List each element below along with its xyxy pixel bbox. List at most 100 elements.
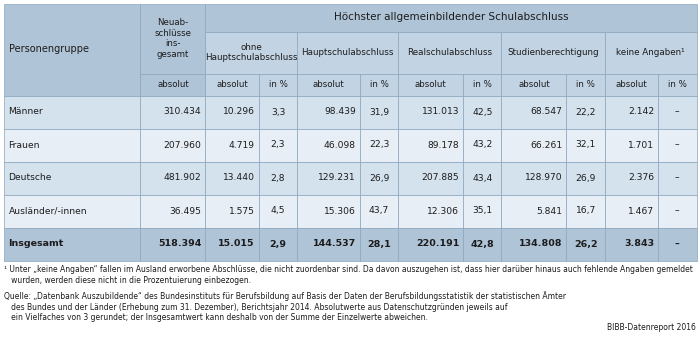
Bar: [4, 95, 141, 129]
Text: 43,2: 43,2: [472, 140, 493, 149]
Bar: [4, 129, 141, 162]
Bar: [206, 95, 259, 129]
Text: absolut: absolut: [313, 80, 344, 89]
Bar: [463, 129, 501, 162]
Bar: [298, 195, 360, 228]
Text: 2.376: 2.376: [628, 173, 654, 182]
Bar: [658, 95, 696, 129]
Bar: [298, 162, 360, 195]
Text: 1.575: 1.575: [229, 206, 255, 215]
Bar: [360, 162, 398, 195]
Text: 16,7: 16,7: [575, 206, 596, 215]
Bar: [501, 74, 566, 95]
Bar: [566, 95, 605, 129]
Text: absolut: absolut: [216, 80, 248, 89]
Text: 31,9: 31,9: [369, 107, 389, 117]
Text: 98.439: 98.439: [324, 107, 356, 117]
Text: 68.547: 68.547: [531, 107, 563, 117]
Bar: [360, 129, 398, 162]
Bar: [398, 95, 463, 129]
Text: 129.231: 129.231: [318, 173, 356, 182]
Bar: [206, 4, 696, 32]
Bar: [605, 74, 658, 95]
Bar: [141, 129, 206, 162]
Bar: [259, 162, 298, 195]
Text: 43,7: 43,7: [369, 206, 389, 215]
Bar: [360, 95, 398, 129]
Text: keine Angaben¹: keine Angaben¹: [616, 48, 685, 57]
Text: Ausländer/-innen: Ausländer/-innen: [8, 206, 87, 215]
Text: 4.719: 4.719: [229, 140, 255, 149]
Text: Realschulabschluss: Realschulabschluss: [407, 48, 492, 57]
Bar: [398, 129, 463, 162]
Bar: [206, 195, 259, 228]
Text: 128.970: 128.970: [525, 173, 563, 182]
Text: absolut: absolut: [157, 80, 189, 89]
Bar: [259, 74, 298, 95]
Text: Studienberechtigung: Studienberechtigung: [508, 48, 599, 57]
Text: ¹ Unter „keine Angaben“ fallen im Ausland erworbene Abschlüsse, die nicht zuorde: ¹ Unter „keine Angaben“ fallen im Auslan…: [4, 266, 692, 285]
Bar: [141, 162, 206, 195]
Text: Hauptschulabschluss: Hauptschulabschluss: [302, 48, 394, 57]
Bar: [566, 195, 605, 228]
Text: ohne
Hauptschulabschluss: ohne Hauptschulabschluss: [205, 43, 298, 62]
Bar: [206, 129, 259, 162]
Bar: [259, 228, 298, 261]
Bar: [501, 129, 566, 162]
Text: 144.537: 144.537: [313, 239, 356, 248]
Bar: [298, 74, 360, 95]
Bar: [501, 95, 566, 129]
Text: 43,4: 43,4: [472, 173, 493, 182]
Bar: [259, 95, 298, 129]
Text: in %: in %: [668, 80, 687, 89]
Text: 10.296: 10.296: [223, 107, 255, 117]
Bar: [398, 228, 463, 261]
Bar: [463, 228, 501, 261]
Text: in %: in %: [269, 80, 288, 89]
Text: 481.902: 481.902: [164, 173, 202, 182]
Text: 131.013: 131.013: [421, 107, 459, 117]
Text: absolut: absolut: [415, 80, 447, 89]
Text: 4,5: 4,5: [271, 206, 286, 215]
Text: 28,1: 28,1: [367, 239, 391, 248]
Bar: [141, 228, 206, 261]
Bar: [501, 228, 566, 261]
Bar: [259, 195, 298, 228]
Text: 2,8: 2,8: [271, 173, 286, 182]
Bar: [658, 195, 696, 228]
Bar: [298, 32, 398, 74]
Bar: [4, 4, 141, 95]
Bar: [398, 32, 501, 74]
Text: 12.306: 12.306: [427, 206, 459, 215]
Bar: [4, 228, 141, 261]
Text: 35,1: 35,1: [473, 206, 492, 215]
Text: Höchster allgemeinbildender Schulabschluss: Höchster allgemeinbildender Schulabschlu…: [334, 13, 568, 23]
Text: in %: in %: [576, 80, 595, 89]
Text: 22,3: 22,3: [369, 140, 389, 149]
Text: –: –: [675, 239, 680, 248]
Text: 15.015: 15.015: [218, 239, 255, 248]
Text: 1.701: 1.701: [628, 140, 654, 149]
Bar: [360, 74, 398, 95]
Bar: [658, 74, 696, 95]
Bar: [501, 162, 566, 195]
Bar: [259, 129, 298, 162]
Bar: [463, 95, 501, 129]
Text: Männer: Männer: [8, 107, 43, 117]
Text: 5.841: 5.841: [536, 206, 563, 215]
Bar: [141, 4, 206, 74]
Text: 13.440: 13.440: [223, 173, 255, 182]
Text: 207.885: 207.885: [421, 173, 459, 182]
Bar: [463, 162, 501, 195]
Bar: [501, 195, 566, 228]
Text: BIBB-Datenreport 2016: BIBB-Datenreport 2016: [607, 323, 696, 332]
Bar: [206, 74, 259, 95]
Text: 207.960: 207.960: [164, 140, 202, 149]
Bar: [360, 228, 398, 261]
Bar: [566, 162, 605, 195]
Text: 32,1: 32,1: [575, 140, 596, 149]
Bar: [141, 195, 206, 228]
Bar: [605, 32, 696, 74]
Bar: [463, 195, 501, 228]
Bar: [298, 129, 360, 162]
